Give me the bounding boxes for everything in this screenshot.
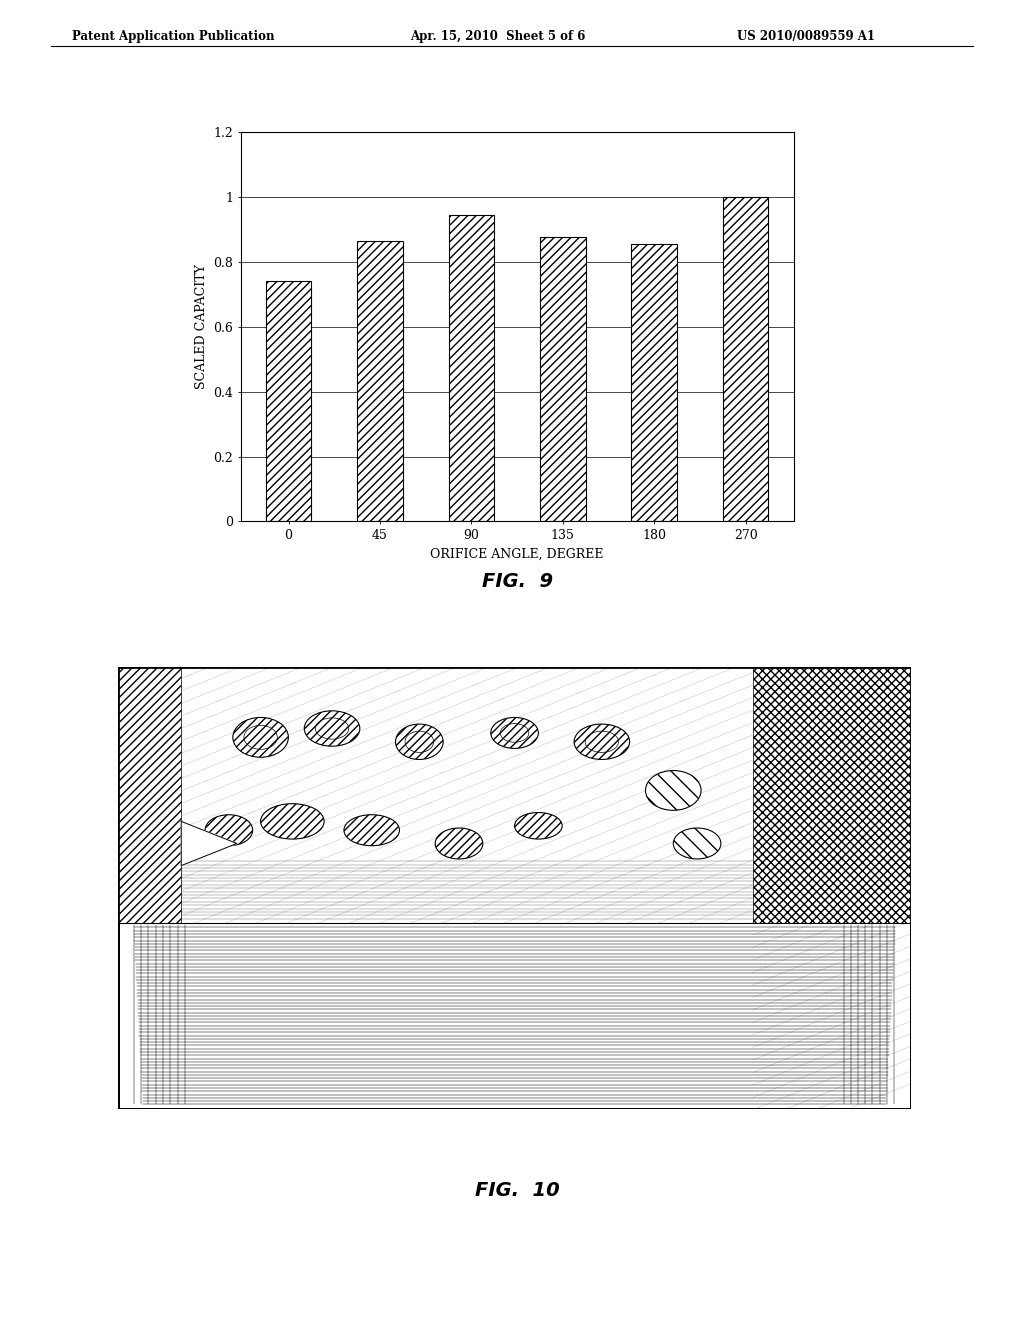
- Ellipse shape: [501, 723, 528, 742]
- Polygon shape: [181, 821, 237, 866]
- Bar: [540, 238, 586, 521]
- Bar: [357, 240, 402, 521]
- Ellipse shape: [574, 725, 630, 759]
- X-axis label: ORIFICE ANGLE, DEGREE: ORIFICE ANGLE, DEGREE: [430, 548, 604, 561]
- Bar: [449, 215, 495, 521]
- Ellipse shape: [435, 828, 483, 859]
- Ellipse shape: [674, 828, 721, 859]
- Ellipse shape: [304, 710, 359, 746]
- Bar: [118, 667, 181, 923]
- Ellipse shape: [490, 718, 539, 748]
- Bar: [753, 667, 911, 923]
- Ellipse shape: [515, 813, 562, 840]
- Ellipse shape: [205, 814, 253, 846]
- Ellipse shape: [395, 725, 443, 759]
- Text: FIG.  10: FIG. 10: [475, 1181, 559, 1200]
- Ellipse shape: [244, 726, 278, 750]
- Ellipse shape: [645, 771, 701, 810]
- Text: Apr. 15, 2010  Sheet 5 of 6: Apr. 15, 2010 Sheet 5 of 6: [410, 30, 585, 44]
- Ellipse shape: [260, 804, 325, 840]
- Bar: [632, 244, 677, 521]
- Ellipse shape: [344, 814, 399, 846]
- Text: FIG.  9: FIG. 9: [481, 572, 553, 590]
- Ellipse shape: [315, 718, 349, 739]
- Y-axis label: SCALED CAPACITY: SCALED CAPACITY: [195, 264, 208, 389]
- Ellipse shape: [232, 718, 289, 758]
- Text: US 2010/0089559 A1: US 2010/0089559 A1: [737, 30, 876, 44]
- Bar: [723, 197, 768, 521]
- Bar: [181, 667, 753, 923]
- Ellipse shape: [585, 731, 618, 752]
- Text: Patent Application Publication: Patent Application Publication: [72, 30, 274, 44]
- Bar: [266, 281, 311, 521]
- Ellipse shape: [406, 731, 433, 752]
